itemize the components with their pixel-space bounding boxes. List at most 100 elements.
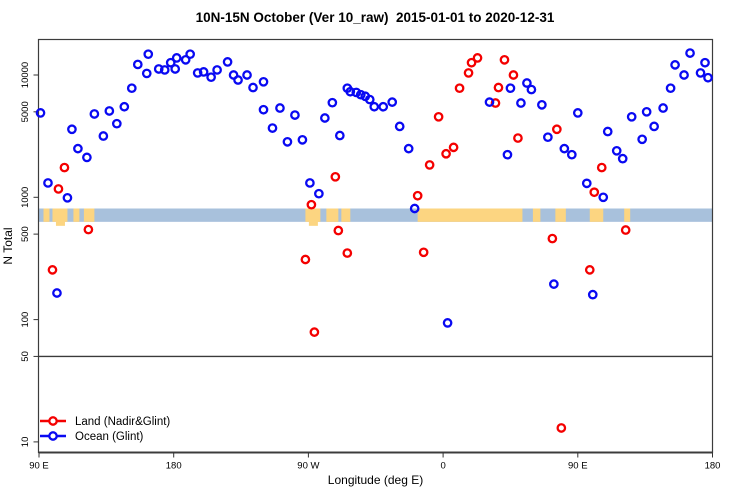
ocean-data-point — [617, 153, 628, 164]
ocean-data-point — [522, 78, 532, 88]
land-data-point — [418, 247, 429, 258]
chart-title: 10N-15N October (Ver 10_raw) 2015-01-01 … — [195, 10, 555, 25]
ocean-data-point — [43, 178, 53, 188]
land-data-point — [463, 68, 474, 78]
land-band-notch — [308, 220, 318, 226]
ocean-data-point — [248, 82, 258, 93]
ocean-data-point — [442, 318, 453, 328]
land-data-point — [490, 98, 501, 108]
land-band-segment — [43, 208, 50, 222]
land-data-point — [547, 233, 558, 244]
ocean-data-point — [626, 111, 637, 122]
land-data-point — [433, 111, 444, 122]
ocean-data-point — [685, 48, 695, 58]
ocean-data-point — [297, 134, 308, 145]
land-band-segment — [341, 208, 351, 222]
land-data-point — [333, 225, 344, 236]
ocean-data-point — [35, 108, 46, 118]
legend-marker-icon — [48, 431, 58, 441]
x-axis-title: Longitude (deg E) — [328, 473, 423, 487]
ocean-data-point — [537, 100, 547, 110]
ocean-data-point — [327, 97, 338, 108]
land-data-point — [342, 248, 353, 258]
legend-label: Land (Nadir&Glint) — [75, 416, 170, 428]
ocean-data-point — [649, 121, 659, 132]
ocean-data-point — [602, 126, 613, 137]
legend-label: Ocean (Glint) — [75, 431, 144, 443]
ocean-data-point — [378, 101, 389, 112]
ocean-data-point — [505, 83, 516, 94]
ocean-data-point — [679, 70, 689, 80]
ocean-data-point — [82, 152, 92, 163]
ocean-data-point — [516, 98, 526, 108]
land-data-point — [551, 124, 562, 135]
land-data-point — [330, 171, 341, 182]
ocean-data-point — [192, 68, 203, 78]
y-tick-label: 1000 — [20, 187, 31, 208]
ocean-data-point — [559, 143, 570, 154]
y-tick-label: 5000 — [20, 101, 31, 122]
ocean-data-point — [198, 67, 209, 77]
ocean-data-point — [126, 83, 137, 94]
ocean-data-point — [159, 65, 170, 75]
ocean-data-point — [345, 86, 356, 97]
ocean-data-point — [171, 53, 182, 63]
y-tick-label: 500 — [20, 226, 31, 242]
ocean-data-point — [73, 143, 83, 154]
land-data-point — [309, 327, 320, 337]
land-data-point — [584, 265, 595, 275]
x-tick-label: 90 E — [568, 461, 588, 472]
ocean-data-point — [526, 84, 537, 95]
ocean-data-point — [700, 57, 710, 68]
land-band-segment — [326, 208, 339, 222]
y-tick-label: 100 — [20, 312, 31, 328]
ocean-data-point — [355, 89, 366, 100]
ocean-data-point — [165, 57, 176, 68]
ocean-data-point — [170, 64, 181, 74]
land-data-point — [83, 224, 94, 235]
x-tick-label: 0 — [440, 461, 445, 472]
y-axis-title: N Total — [1, 227, 15, 264]
land-band-notch — [55, 220, 65, 226]
ocean-data-point — [143, 49, 154, 60]
ocean-data-point — [111, 118, 122, 129]
land-data-point — [589, 187, 600, 198]
land-data-point — [499, 55, 510, 65]
ocean-data-point — [703, 72, 713, 83]
ocean-data-point — [587, 289, 598, 300]
ocean-data-point — [267, 123, 278, 133]
ocean-data-point — [242, 70, 252, 80]
land-data-point — [441, 148, 451, 159]
ocean-data-point — [305, 178, 315, 188]
ocean-data-point — [403, 143, 414, 154]
x-tick-label: 180 — [166, 461, 182, 472]
land-data-point — [59, 162, 70, 173]
land-data-point — [448, 142, 459, 153]
ocean-data-point — [89, 109, 100, 119]
legend-marker-icon — [48, 416, 58, 426]
land-band-segment — [305, 208, 321, 222]
ocean-data-point — [572, 108, 583, 118]
plot-box — [37, 38, 714, 454]
ocean-data-point — [180, 55, 191, 65]
ocean-data-point — [320, 113, 330, 123]
land-band-segment — [532, 208, 541, 222]
y-tick-label: 10000 — [20, 62, 31, 88]
ocean-data-point — [282, 137, 293, 147]
ocean-data-point — [185, 49, 196, 60]
ocean-data-point — [695, 68, 706, 78]
land-data-point — [596, 162, 607, 173]
ocean-data-point — [98, 131, 109, 141]
ocean-data-point — [275, 103, 285, 113]
ocean-data-point — [132, 59, 143, 70]
ocean-data-point — [67, 124, 77, 135]
ocean-data-point — [314, 188, 324, 199]
ocean-data-point — [222, 57, 233, 67]
ocean-data-point — [104, 106, 115, 116]
ocean-data-point — [611, 145, 622, 156]
land-data-point — [508, 70, 519, 80]
land-data-point — [513, 133, 523, 143]
ocean-data-point — [387, 97, 398, 107]
